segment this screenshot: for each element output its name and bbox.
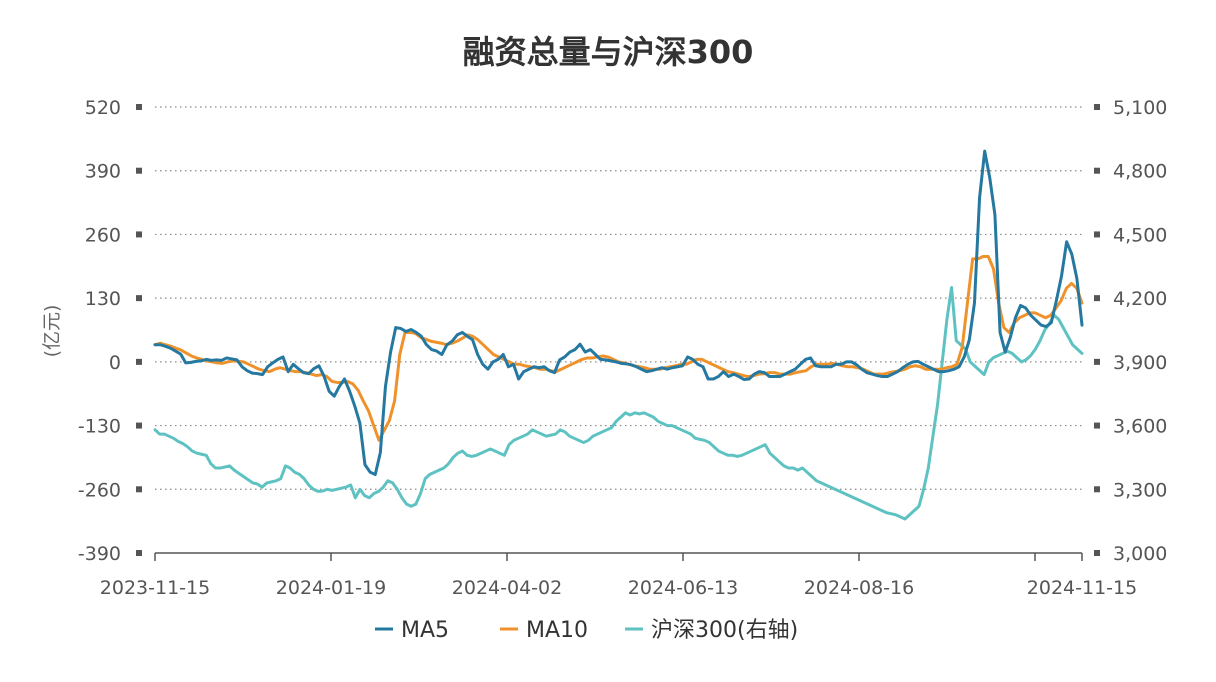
- right-tick-label: 4,800: [1113, 161, 1167, 183]
- legend-label-1: MA10: [526, 618, 588, 643]
- left-tick-label: -260: [78, 479, 121, 501]
- right-tick-label: 3,600: [1113, 416, 1167, 438]
- grid-layer: [155, 106, 1082, 490]
- right-tick-label: 4,200: [1113, 288, 1167, 310]
- right-tick-marker: [1094, 486, 1100, 493]
- right-tick-label: 5,100: [1113, 97, 1167, 119]
- legend-label-0: MA5: [401, 618, 449, 643]
- right-tick-marker: [1094, 104, 1100, 110]
- left-tick-label: 520: [85, 97, 121, 119]
- right-tick-marker: [1094, 422, 1100, 429]
- y-axis-label: (亿元): [41, 305, 63, 358]
- legend: MA5 MA10 沪深300(右轴): [375, 618, 798, 643]
- x-tick-label: 2024-11-15: [1027, 577, 1137, 599]
- right-tick-label: 3,300: [1113, 479, 1167, 501]
- right-tick-marker: [1094, 550, 1100, 556]
- left-tick-label: 130: [85, 288, 121, 310]
- right-tick-label: 3,000: [1113, 543, 1167, 565]
- right-tick-marker: [1094, 295, 1100, 302]
- legend-label-2: 沪深300(右轴): [651, 618, 798, 643]
- x-tick-label: 2023-11-15: [100, 577, 210, 599]
- left-tick-marker: [136, 295, 142, 302]
- left-tick-label: -390: [78, 543, 121, 565]
- left-tick-label: -130: [78, 416, 121, 438]
- left-tick-marker: [136, 167, 142, 174]
- right-tick-marker: [1094, 231, 1100, 238]
- x-tick-label: 2024-04-02: [452, 577, 562, 599]
- left-tick-marker: [136, 358, 142, 365]
- left-tick-marker: [136, 104, 142, 110]
- series-line-2: [153, 286, 1084, 521]
- chart-title: 融资总量与沪深300: [463, 33, 754, 71]
- left-tick-label: 260: [85, 224, 121, 246]
- left-tick-marker: [136, 231, 142, 238]
- x-tick-label: 2024-01-19: [276, 577, 386, 599]
- right-tick-marker: [1094, 167, 1100, 174]
- x-tick-label: 2024-08-16: [804, 577, 914, 599]
- left-tick-marker: [136, 486, 142, 493]
- right-tick-label: 3,900: [1113, 352, 1167, 374]
- left-tick-marker: [136, 550, 142, 556]
- series-layer: [153, 149, 1084, 521]
- series-line-0: [153, 149, 1084, 477]
- x-tick-label: 2024-06-13: [628, 577, 738, 599]
- axes-layer: 520 390 260 130 0 -130 -260 -390 5,100 4,800 4,500…: [78, 97, 1168, 599]
- right-tick-label: 4,500: [1113, 224, 1167, 246]
- left-tick-marker: [136, 422, 142, 429]
- right-tick-marker: [1094, 358, 1100, 365]
- left-tick-label: 0: [109, 352, 121, 374]
- left-tick-label: 390: [85, 161, 121, 183]
